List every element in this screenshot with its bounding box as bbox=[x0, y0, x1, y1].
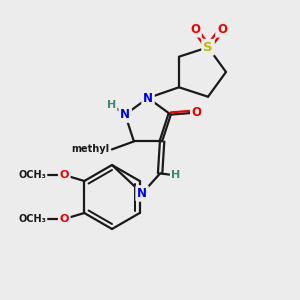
Text: N: N bbox=[120, 108, 130, 121]
Text: OCH₃: OCH₃ bbox=[18, 214, 46, 224]
Text: N: N bbox=[143, 92, 153, 104]
Text: H: H bbox=[172, 170, 181, 180]
Text: O: O bbox=[60, 170, 69, 180]
Text: O: O bbox=[190, 23, 200, 36]
Text: N: N bbox=[137, 187, 147, 200]
Text: O: O bbox=[192, 106, 202, 119]
Text: S: S bbox=[203, 41, 213, 54]
Text: O: O bbox=[60, 214, 69, 224]
Text: OCH₃: OCH₃ bbox=[18, 170, 46, 180]
Text: O: O bbox=[217, 23, 227, 36]
Text: H: H bbox=[106, 100, 116, 110]
Text: methyl: methyl bbox=[71, 144, 109, 154]
